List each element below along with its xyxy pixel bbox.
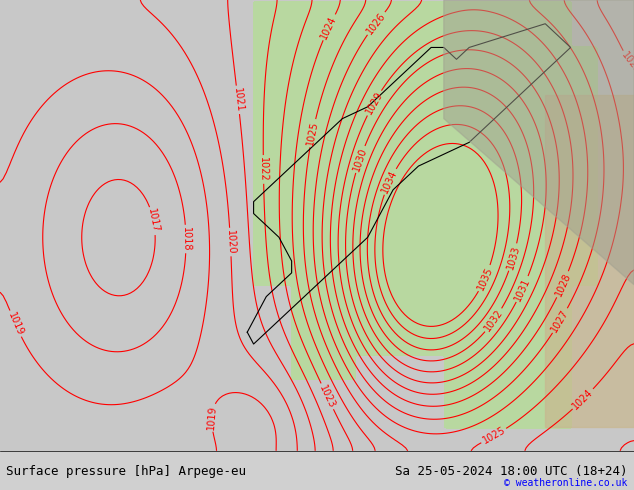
Text: 1024: 1024 (571, 387, 595, 411)
Text: 1019: 1019 (6, 311, 25, 337)
Text: 1025: 1025 (619, 50, 634, 75)
Text: 1029: 1029 (364, 90, 384, 116)
Text: 1020: 1020 (225, 229, 236, 255)
Polygon shape (545, 95, 634, 427)
Text: 1022: 1022 (258, 157, 269, 182)
Text: 1033: 1033 (505, 244, 521, 270)
Polygon shape (444, 0, 634, 285)
Text: 1032: 1032 (482, 307, 505, 333)
Text: 1034: 1034 (380, 168, 399, 195)
Text: 1028: 1028 (553, 271, 573, 298)
Text: 1021: 1021 (231, 87, 244, 113)
Text: 1031: 1031 (513, 276, 532, 302)
Text: 1026: 1026 (365, 10, 387, 36)
Text: 1017: 1017 (146, 208, 161, 234)
Text: Surface pressure [hPa] Arpege-eu: Surface pressure [hPa] Arpege-eu (6, 465, 247, 478)
Text: 1027: 1027 (550, 308, 571, 334)
Text: 1035: 1035 (476, 265, 495, 292)
Text: Sa 25-05-2024 18:00 UTC (18+24): Sa 25-05-2024 18:00 UTC (18+24) (395, 465, 628, 478)
Text: 1025: 1025 (306, 120, 320, 146)
Text: 1025: 1025 (481, 425, 507, 446)
Text: © weatheronline.co.uk: © weatheronline.co.uk (504, 478, 628, 488)
Text: 1019: 1019 (206, 405, 218, 430)
Text: 1024: 1024 (319, 14, 339, 41)
Text: 1030: 1030 (351, 146, 369, 172)
Text: 1018: 1018 (181, 227, 191, 251)
Text: 1023: 1023 (318, 383, 337, 410)
